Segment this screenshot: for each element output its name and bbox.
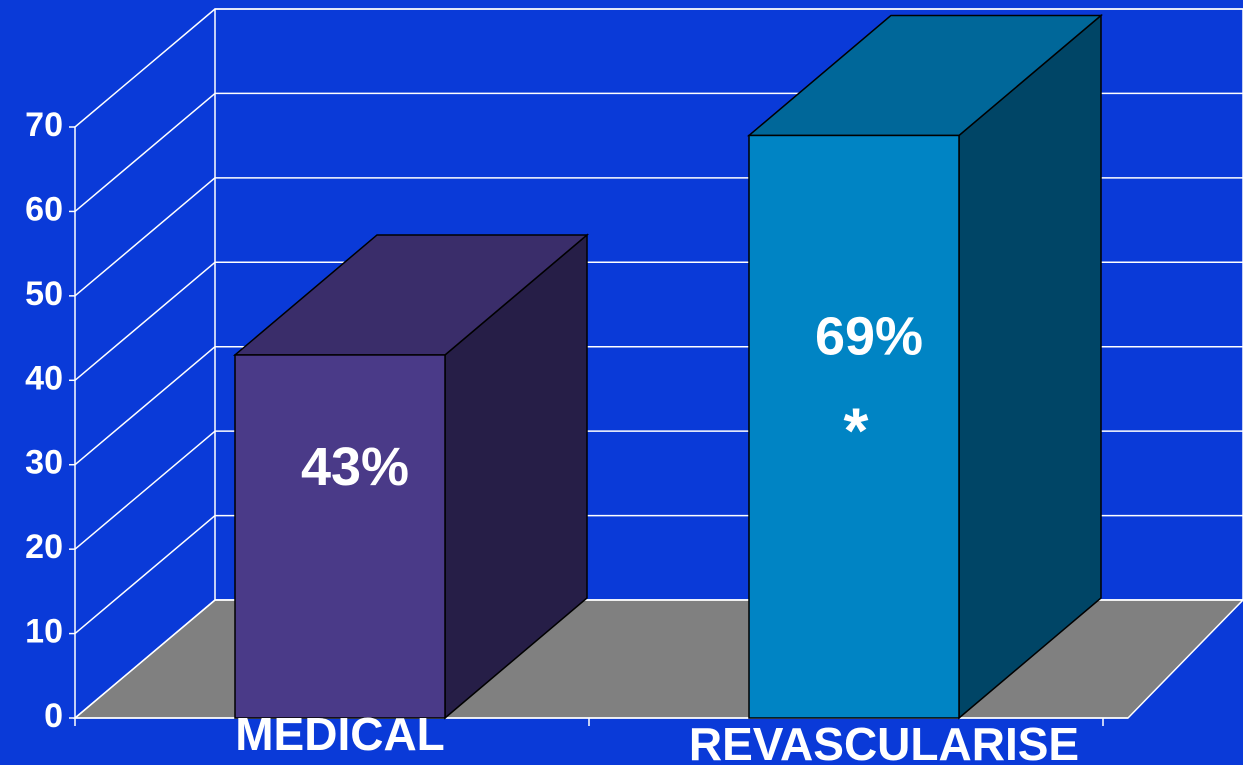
y-tick-label: 60 (25, 190, 63, 228)
bar (748, 134, 960, 719)
value-label: 43% (301, 437, 409, 497)
y-tick-label: 20 (25, 528, 63, 566)
y-tick-label: 40 (25, 359, 63, 397)
bar-side (958, 13, 1102, 720)
y-tick-label: 50 (25, 275, 63, 313)
y-tick-label: 0 (44, 697, 63, 735)
y-tick-label: 30 (25, 444, 63, 482)
side-grid-line (74, 8, 216, 128)
y-tick-label: 70 (25, 106, 63, 144)
side-grid-line (74, 92, 216, 213)
x-tick-label: MEDICAL (235, 708, 445, 760)
side-grid-line (74, 599, 216, 719)
annotation: * (844, 394, 869, 466)
y-tick-label: 10 (25, 613, 63, 651)
x-tick-label: REVASCULARISE (689, 718, 1079, 765)
bar (234, 354, 446, 719)
side-grid-line (74, 177, 216, 297)
side-grid-line (74, 346, 216, 466)
side-grid-line (74, 430, 216, 550)
value-label: 69% (815, 307, 923, 367)
side-grid-line (74, 514, 216, 635)
side-grid-line (74, 261, 216, 381)
